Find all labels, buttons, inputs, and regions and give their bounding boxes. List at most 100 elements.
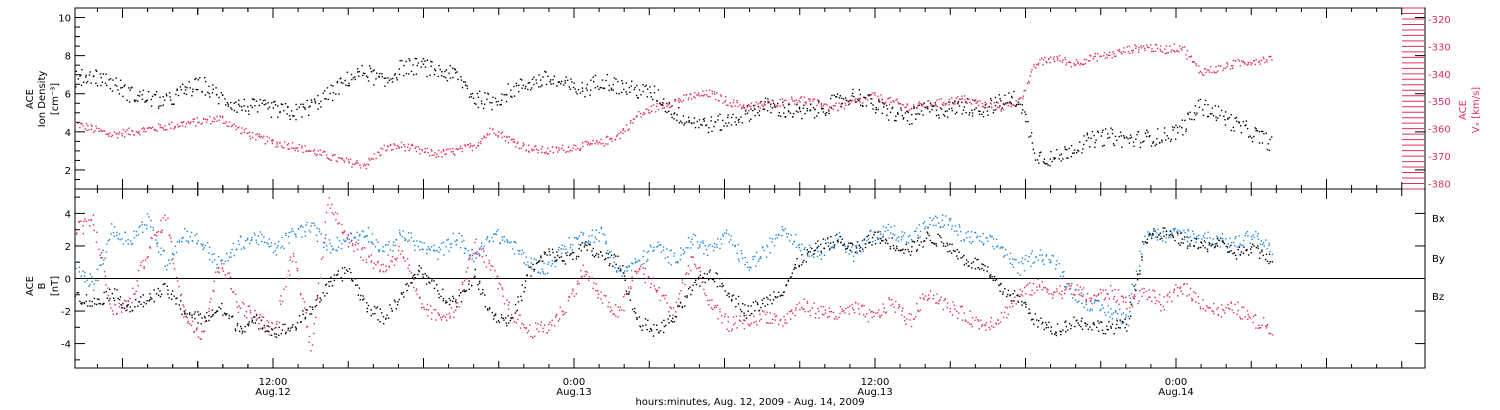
vx-point — [182, 125, 184, 127]
bz-point — [149, 246, 151, 248]
density-point — [346, 71, 349, 73]
density-point — [1046, 163, 1048, 165]
by-point — [1071, 297, 1074, 299]
bz-point — [1247, 314, 1249, 316]
density-point — [401, 59, 403, 62]
density-point — [1140, 142, 1142, 144]
vx-point — [145, 131, 147, 133]
vx-point — [118, 131, 121, 133]
vx-point — [714, 93, 716, 95]
density-point — [917, 113, 919, 115]
by-point — [878, 230, 880, 233]
bz-point — [1095, 295, 1098, 297]
density-point — [615, 78, 617, 80]
density-point — [602, 87, 604, 89]
bz-point — [936, 302, 938, 304]
density-point — [114, 84, 116, 86]
vx-point — [131, 129, 133, 132]
by-point — [127, 239, 129, 241]
vx-point — [1092, 58, 1094, 60]
bz-point — [605, 295, 607, 297]
density-point — [935, 114, 938, 117]
density-point — [1271, 136, 1273, 138]
bx-point — [319, 301, 321, 303]
bz-point — [833, 318, 836, 320]
density-point — [332, 92, 335, 94]
by-point — [1080, 292, 1082, 294]
bx-point — [302, 310, 304, 312]
by-point — [1204, 232, 1206, 235]
vx-point — [552, 152, 554, 154]
by-point — [163, 250, 165, 252]
by-point — [251, 236, 253, 239]
density-point — [300, 103, 302, 105]
vx-point — [1016, 104, 1018, 107]
by-point — [914, 230, 916, 232]
vx-point — [747, 103, 750, 106]
bz-point — [176, 276, 178, 279]
bz-point — [255, 313, 258, 315]
density-point — [162, 104, 164, 106]
by-point — [562, 248, 565, 250]
vx-point — [161, 126, 163, 129]
by-point — [771, 238, 774, 240]
bz-point — [858, 308, 860, 310]
density-point — [865, 105, 868, 107]
vx-point — [1239, 65, 1241, 67]
by-point — [366, 235, 368, 237]
by-point — [1269, 251, 1271, 253]
by-point — [1156, 232, 1158, 234]
bz-point — [78, 221, 80, 223]
by-point — [410, 232, 412, 234]
by-point — [243, 247, 246, 250]
bx-point — [263, 324, 265, 327]
by-point — [1059, 278, 1061, 280]
bz-point — [342, 232, 344, 235]
by-point — [1011, 263, 1014, 266]
vx-point — [840, 103, 842, 105]
bz-point — [1117, 289, 1120, 291]
vx-point — [247, 132, 249, 134]
vx-point — [535, 148, 538, 151]
by-point — [414, 249, 416, 252]
density-point — [735, 124, 737, 126]
density-point — [252, 98, 254, 100]
bx-point — [137, 305, 139, 307]
density-point — [89, 71, 91, 73]
by-point — [394, 244, 397, 247]
density-point — [918, 104, 920, 106]
vx-point — [1138, 49, 1140, 51]
bz-point — [1202, 308, 1204, 310]
vx-point — [649, 112, 651, 114]
bz-point — [1154, 296, 1156, 299]
bz-point — [107, 294, 109, 297]
by-point — [602, 233, 604, 235]
by-point — [728, 233, 730, 236]
bz-point — [280, 295, 282, 297]
density-point — [75, 70, 77, 73]
bx-point — [417, 273, 419, 276]
bz-point — [1041, 281, 1043, 283]
vx-point — [862, 102, 864, 104]
bz-point — [866, 313, 868, 315]
vx-point — [1118, 48, 1121, 51]
density-point — [979, 110, 981, 112]
vx-point — [1061, 61, 1063, 63]
by-point — [224, 260, 227, 263]
bz-point — [784, 319, 786, 321]
bx-point — [521, 299, 523, 302]
density-point — [750, 118, 752, 120]
density-point — [511, 96, 513, 98]
vx-point — [872, 92, 874, 94]
by-point — [243, 246, 245, 248]
density-point — [668, 110, 670, 113]
vx-point — [748, 105, 750, 107]
by-point — [162, 249, 164, 252]
by-point — [1251, 238, 1253, 240]
bz-point — [567, 300, 570, 302]
by-point — [100, 257, 102, 259]
bx-point — [337, 273, 339, 276]
density-point — [859, 104, 862, 106]
by-point — [375, 239, 377, 241]
vx-point — [443, 150, 445, 152]
